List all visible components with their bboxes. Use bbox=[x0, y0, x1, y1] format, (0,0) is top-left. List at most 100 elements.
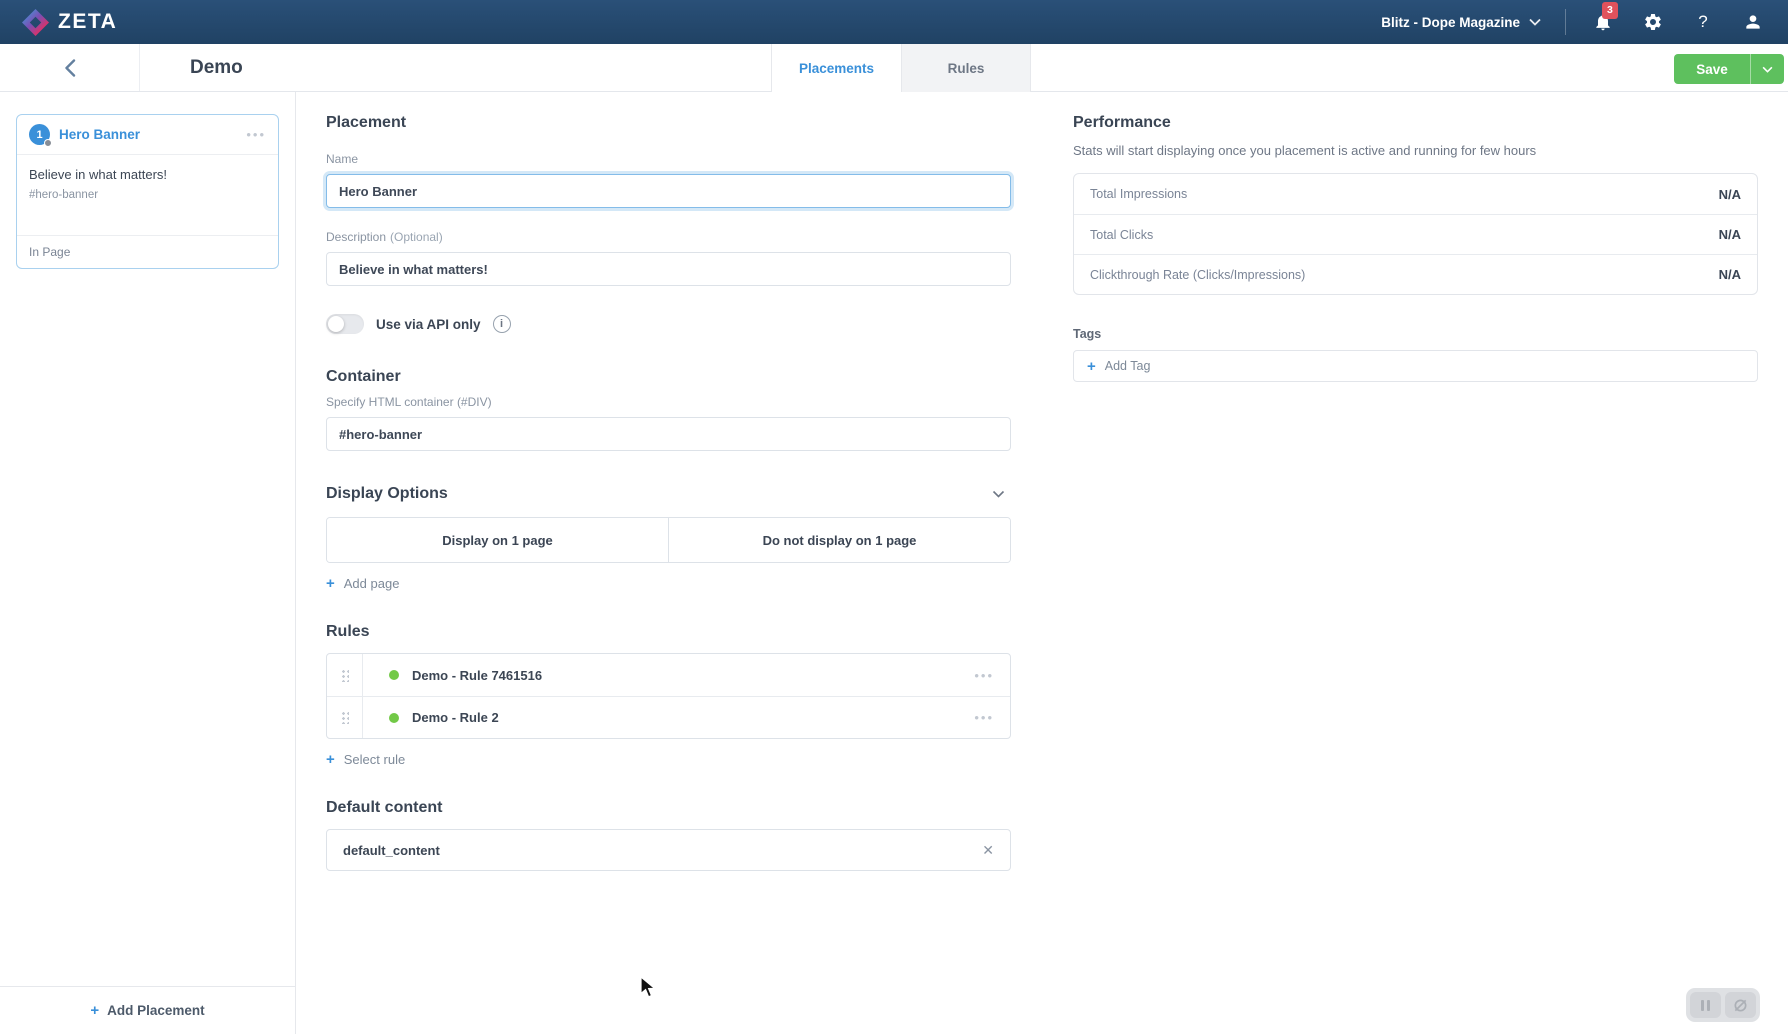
plus-icon: + bbox=[326, 575, 335, 592]
rule-menu-button[interactable]: ••• bbox=[974, 710, 994, 725]
name-input[interactable] bbox=[326, 174, 1011, 208]
name-label: Name bbox=[326, 152, 359, 166]
rule-row[interactable]: Demo - Rule 2 ••• bbox=[327, 696, 1010, 738]
container-input[interactable] bbox=[326, 417, 1011, 451]
placement-section-heading: Placement bbox=[326, 114, 407, 131]
chevron-down-icon bbox=[1529, 18, 1541, 26]
add-placement-button[interactable]: + Add Placement bbox=[0, 986, 295, 1034]
stat-value: N/A bbox=[1718, 186, 1741, 202]
default-content-heading: Default content bbox=[326, 799, 443, 816]
rule-name: Demo - Rule 7461516 bbox=[412, 667, 543, 683]
performance-heading: Performance bbox=[1073, 114, 1171, 131]
slashed-circle-icon bbox=[1734, 999, 1747, 1011]
person-icon bbox=[1746, 15, 1760, 29]
tab-placements[interactable]: Placements bbox=[771, 44, 901, 92]
description-input[interactable] bbox=[326, 252, 1011, 286]
placement-card-title: Hero Banner bbox=[59, 127, 141, 142]
plus-icon: + bbox=[90, 1002, 100, 1019]
info-icon[interactable]: i bbox=[492, 315, 511, 333]
placement-card-menu-button[interactable]: ••• bbox=[246, 127, 266, 142]
placement-card-type: In Page bbox=[29, 245, 71, 259]
page-title: Demo bbox=[190, 56, 243, 78]
tab-rules[interactable]: Rules bbox=[901, 44, 1031, 92]
performance-panel: Performance Stats will start displaying … bbox=[1073, 92, 1758, 1034]
help-button[interactable]: ? bbox=[1690, 9, 1716, 35]
notification-count-badge: 3 bbox=[1602, 2, 1618, 19]
performance-stats: Total Impressions N/A Total Clicks N/A C… bbox=[1073, 173, 1758, 295]
chevron-left-icon bbox=[64, 58, 75, 77]
add-tag-label: Add Tag bbox=[1104, 359, 1151, 373]
display-on-page-button[interactable]: Display on 1 page bbox=[327, 518, 669, 562]
save-button[interactable]: Save bbox=[1674, 54, 1750, 84]
stat-value: N/A bbox=[1718, 227, 1741, 242]
question-mark-icon: ? bbox=[1698, 12, 1708, 31]
drag-handle[interactable] bbox=[327, 697, 363, 738]
description-label: Description (Optional) bbox=[326, 230, 443, 244]
save-split-button: Save bbox=[1674, 54, 1784, 84]
save-options-button[interactable] bbox=[1750, 54, 1784, 84]
drag-dots-icon bbox=[340, 711, 349, 724]
add-page-label: Add page bbox=[343, 576, 400, 591]
topbar-divider bbox=[1565, 9, 1566, 35]
stat-row: Total Clicks N/A bbox=[1074, 214, 1757, 254]
rules-section-heading: Rules bbox=[326, 623, 370, 640]
floating-controls bbox=[1686, 988, 1760, 1022]
performance-subtitle: Stats will start displaying once you pla… bbox=[1073, 143, 1537, 158]
tags-heading: Tags bbox=[1073, 327, 1102, 341]
display-options-collapse-button[interactable] bbox=[992, 490, 1005, 498]
stat-row: Total Impressions N/A bbox=[1074, 174, 1757, 214]
user-menu-button[interactable] bbox=[1740, 9, 1766, 35]
zeta-diamond-icon bbox=[22, 8, 49, 36]
chevron-down-icon bbox=[1762, 66, 1773, 73]
placement-card-hero-banner[interactable]: 1 Hero Banner ••• Believe in what matter… bbox=[16, 114, 279, 269]
add-page-button[interactable]: + Add page bbox=[326, 576, 1011, 591]
notifications-button[interactable]: 3 bbox=[1590, 2, 1618, 35]
default-content-name: default_content bbox=[343, 842, 440, 858]
settings-button[interactable] bbox=[1640, 9, 1666, 35]
rules-list: Demo - Rule 7461516 ••• Demo - Rule 2 ••… bbox=[326, 653, 1011, 739]
top-navigation-bar: ZETA Blitz - Dope Magazine 3 ? bbox=[0, 0, 1788, 44]
rule-active-dot bbox=[389, 712, 399, 723]
tab-bar: Placements Rules bbox=[771, 44, 1031, 92]
optional-hint: (Optional) bbox=[390, 230, 443, 244]
drag-dots-icon bbox=[340, 668, 349, 682]
stat-label: Total Clicks bbox=[1090, 227, 1154, 242]
drag-handle[interactable] bbox=[327, 654, 363, 696]
api-only-label: Use via API only bbox=[376, 316, 481, 332]
back-button[interactable] bbox=[0, 44, 140, 91]
rule-name: Demo - Rule 2 bbox=[412, 710, 499, 725]
select-rule-button[interactable]: + Select rule bbox=[326, 752, 1011, 767]
account-name: Blitz - Dope Magazine bbox=[1381, 14, 1520, 30]
disabled-record-button[interactable] bbox=[1725, 992, 1756, 1018]
default-content-item[interactable]: default_content ✕ bbox=[326, 829, 1011, 871]
do-not-display-on-page-button[interactable]: Do not display on 1 page bbox=[669, 518, 1010, 562]
add-tag-button[interactable]: + Add Tag bbox=[1073, 350, 1758, 382]
placement-card-container: #hero-banner bbox=[29, 189, 99, 201]
display-options-heading: Display Options bbox=[326, 485, 448, 502]
gear-icon bbox=[1645, 13, 1661, 30]
add-placement-label: Add Placement bbox=[107, 1003, 205, 1018]
select-rule-label: Select rule bbox=[343, 752, 406, 767]
api-only-toggle[interactable] bbox=[326, 314, 364, 334]
main-content: Placement Name Description(Optional) Use… bbox=[296, 92, 1788, 1034]
stat-label: Total Impressions bbox=[1090, 187, 1188, 201]
account-switcher[interactable]: Blitz - Dope Magazine bbox=[1381, 15, 1541, 30]
display-options-segmented: Display on 1 page Do not display on 1 pa… bbox=[326, 517, 1011, 563]
brand-name: ZETA bbox=[58, 10, 118, 33]
remove-default-content-button[interactable]: ✕ bbox=[982, 841, 994, 858]
rule-menu-button[interactable]: ••• bbox=[974, 667, 994, 683]
stat-value: N/A bbox=[1718, 267, 1741, 282]
zeta-logo[interactable]: ZETA bbox=[22, 8, 118, 36]
placement-card-description: Believe in what matters! bbox=[29, 167, 168, 182]
plus-icon: + bbox=[326, 751, 335, 768]
placement-status-dot bbox=[44, 139, 52, 147]
container-section-heading: Container bbox=[326, 368, 401, 385]
pause-button[interactable] bbox=[1690, 992, 1721, 1018]
pause-icon bbox=[1701, 999, 1710, 1011]
container-label: Specify HTML container (#DIV) bbox=[326, 395, 492, 409]
stat-label: Clickthrough Rate (Clicks/Impressions) bbox=[1090, 267, 1306, 282]
rule-active-dot bbox=[389, 670, 399, 680]
plus-icon: + bbox=[1087, 357, 1096, 375]
placement-number-badge: 1 bbox=[29, 124, 52, 147]
rule-row[interactable]: Demo - Rule 7461516 ••• bbox=[327, 654, 1010, 696]
